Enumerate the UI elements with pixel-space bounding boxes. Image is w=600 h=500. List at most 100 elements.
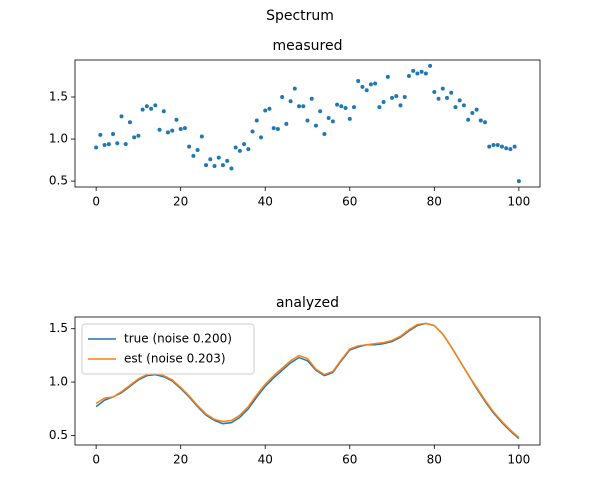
- point: [313, 123, 318, 128]
- x-tick-label: 40: [258, 195, 273, 209]
- point: [123, 142, 128, 147]
- point: [428, 63, 433, 68]
- point: [132, 135, 137, 140]
- point: [237, 148, 242, 153]
- y-tick-label: 1.5: [49, 321, 68, 335]
- point: [233, 145, 238, 150]
- point: [436, 96, 441, 101]
- x-tick-label: 80: [427, 453, 442, 467]
- x-tick-label: 60: [342, 453, 357, 467]
- point: [254, 118, 259, 123]
- legend-box: [81, 323, 255, 375]
- point: [212, 163, 217, 168]
- point: [343, 105, 348, 110]
- point: [309, 96, 314, 101]
- point: [280, 95, 285, 100]
- point: [216, 155, 221, 160]
- x-tick-label: 80: [427, 195, 442, 209]
- point: [381, 100, 386, 105]
- point: [406, 73, 411, 78]
- point: [478, 118, 483, 123]
- y-tick-label: 1.0: [49, 132, 68, 146]
- point: [466, 117, 471, 122]
- point: [267, 106, 272, 111]
- point: [292, 86, 297, 91]
- legend-label: est (noise 0.203): [124, 352, 226, 366]
- point: [326, 116, 331, 121]
- point: [153, 103, 158, 108]
- point: [127, 120, 132, 125]
- point: [368, 82, 373, 87]
- point: [394, 94, 399, 99]
- point: [195, 147, 200, 152]
- point: [504, 146, 509, 151]
- point: [208, 157, 213, 162]
- point: [178, 126, 183, 131]
- point: [385, 74, 390, 79]
- point: [360, 84, 365, 89]
- point: [423, 71, 428, 76]
- point: [305, 118, 310, 123]
- point: [449, 90, 454, 95]
- point: [106, 142, 111, 147]
- point: [288, 99, 293, 104]
- figure-title: Spectrum: [266, 8, 334, 24]
- point: [111, 132, 116, 137]
- point: [377, 105, 382, 110]
- point: [144, 104, 149, 109]
- point: [356, 79, 361, 84]
- point: [499, 144, 504, 149]
- point: [516, 179, 521, 184]
- point: [115, 141, 120, 146]
- point: [246, 147, 251, 152]
- point: [347, 116, 352, 121]
- point: [284, 121, 289, 126]
- point: [419, 69, 424, 74]
- axes-title: analyzed: [276, 295, 339, 311]
- point: [330, 119, 335, 124]
- point: [170, 128, 175, 133]
- x-tick-label: 0: [92, 453, 100, 467]
- point: [98, 132, 103, 137]
- point: [157, 127, 162, 132]
- point: [250, 129, 255, 134]
- point: [102, 142, 107, 147]
- point: [191, 153, 196, 158]
- point: [453, 105, 458, 110]
- point: [487, 144, 492, 149]
- point: [318, 109, 323, 114]
- point: [411, 68, 416, 73]
- point: [373, 81, 378, 86]
- point: [474, 107, 479, 112]
- y-tick-label: 0.5: [49, 174, 68, 188]
- point: [271, 126, 276, 131]
- y-tick-label: 1.0: [49, 375, 68, 389]
- point: [390, 95, 395, 100]
- point: [322, 132, 327, 137]
- point: [229, 166, 234, 171]
- x-tick-label: 20: [173, 195, 188, 209]
- point: [259, 135, 263, 140]
- point: [140, 107, 145, 112]
- point: [275, 126, 280, 131]
- point: [182, 126, 187, 131]
- y-tick-label: 0.5: [49, 428, 68, 442]
- point: [119, 114, 124, 119]
- point: [199, 134, 204, 139]
- series-line: [95, 322, 520, 439]
- x-tick-label: 100: [507, 453, 530, 467]
- y-tick-label: 1.5: [49, 90, 68, 104]
- x-tick-label: 20: [173, 453, 188, 467]
- point: [149, 106, 154, 111]
- point: [440, 86, 445, 91]
- point: [491, 142, 496, 147]
- point: [94, 145, 99, 150]
- x-tick-label: 40: [258, 453, 273, 467]
- x-tick-label: 100: [507, 195, 530, 209]
- legend-label: true (noise 0.200): [124, 332, 232, 346]
- point: [263, 108, 268, 113]
- point: [204, 163, 209, 168]
- point: [161, 109, 166, 114]
- point: [470, 110, 475, 115]
